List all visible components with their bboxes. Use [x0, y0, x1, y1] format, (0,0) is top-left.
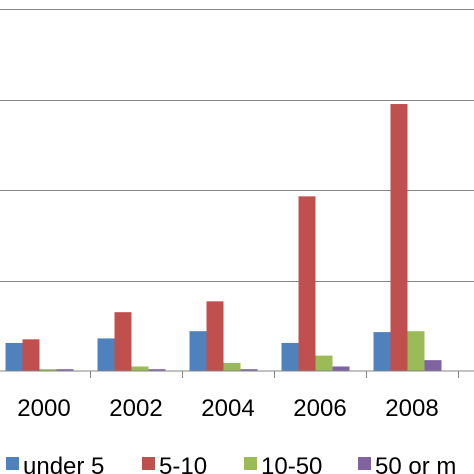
- legend-swatch-5-10: [142, 457, 155, 470]
- x-tick-label-2004: 2004: [201, 395, 254, 422]
- legend-swatch-10-50: [244, 457, 257, 470]
- legend-label-5-10: 5-10: [159, 453, 207, 474]
- legend-swatch-50-or-m: [358, 457, 371, 470]
- legend-label-10-50: 10-50: [261, 453, 322, 474]
- bar-5-10-2000: [22, 339, 40, 371]
- bar-10-50-2000: [39, 369, 57, 371]
- bar-under-5-2004: [189, 331, 207, 371]
- bar-5-10-2002: [114, 312, 132, 371]
- legend-label-under-5: under 5: [23, 453, 104, 474]
- bar-5-10-2004: [206, 301, 224, 371]
- x-tick-label-2006: 2006: [293, 395, 346, 422]
- bar-under-5-2008: [373, 332, 391, 371]
- bar-10-50-2004: [223, 362, 241, 371]
- bar-under-5-2006: [281, 342, 299, 371]
- bar-under-5-2002: [97, 338, 115, 371]
- x-tick-label-2008: 2008: [385, 395, 438, 422]
- legend: under 5 5-10 10-50 50 or m: [6, 453, 456, 474]
- bar-50-or-m-2000: [56, 369, 74, 371]
- bar-10-50-2006: [315, 355, 333, 371]
- bar-5-10-2006: [298, 196, 316, 371]
- x-tick-label-2002: 2002: [109, 395, 162, 422]
- x-tick-label-2000: 2000: [17, 395, 70, 422]
- bar-50-or-m-2002: [148, 369, 166, 371]
- legend-swatch-under-5: [6, 457, 19, 470]
- bar-under-5-2000: [5, 342, 23, 371]
- bar-50-or-m-2004: [240, 369, 258, 371]
- legend-label-50-or-m: 50 or m: [375, 453, 456, 474]
- bar-50-or-m-2006: [332, 366, 350, 371]
- bars: [5, 104, 442, 372]
- bar-50-or-m-2008: [424, 360, 442, 371]
- x-axis-ticks: [90, 371, 459, 378]
- x-axis-tick-labels: 2000 2002 2004 2006 2008: [17, 395, 438, 422]
- bar-5-10-2008: [390, 104, 408, 372]
- bar-10-50-2008: [407, 331, 425, 371]
- bar-10-50-2002: [131, 366, 149, 371]
